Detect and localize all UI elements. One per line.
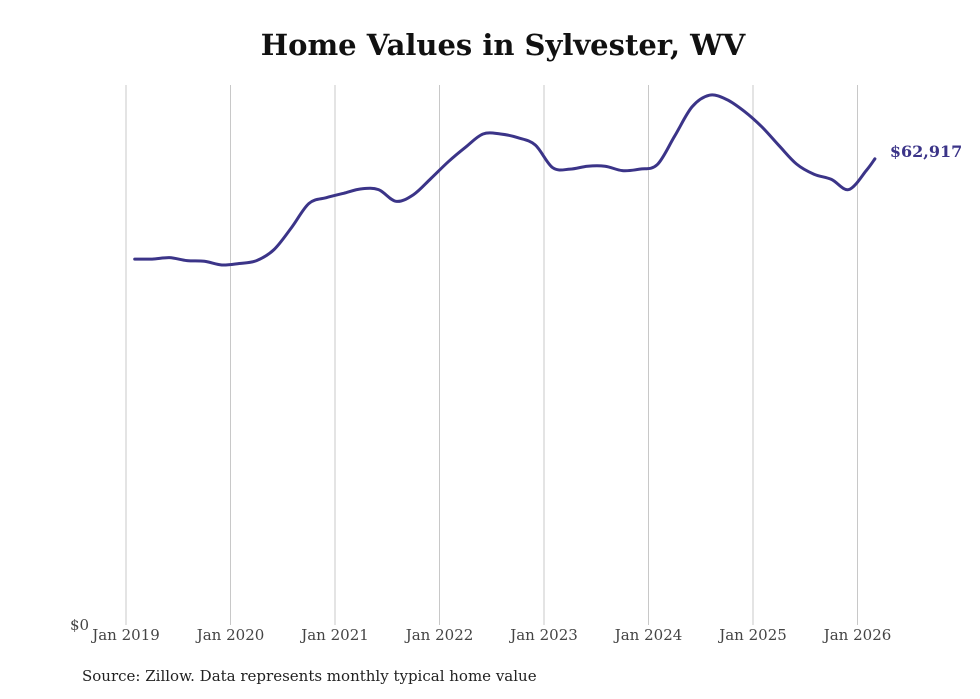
x-tick-labels: Jan 2019 Jan 2020 Jan 2021 Jan 2022 Jan 2023… bbox=[90, 626, 891, 644]
x-tick-label: Jan 2019 bbox=[90, 626, 160, 644]
chart-title: Home Values in Sylvester, WV bbox=[260, 28, 746, 62]
x-tick-label: Jan 2022 bbox=[404, 626, 474, 644]
x-tick-label: Jan 2021 bbox=[299, 626, 369, 644]
x-tick-label: Jan 2020 bbox=[195, 626, 265, 644]
x-tick-label: Jan 2023 bbox=[508, 626, 578, 644]
latest-value-label: $62,917 bbox=[890, 142, 962, 161]
source-note: Source: Zillow. Data represents monthly … bbox=[82, 667, 537, 685]
x-tick-label: Jan 2026 bbox=[822, 626, 892, 644]
home-value-line bbox=[133, 93, 877, 267]
y-axis-label-zero: $0 bbox=[70, 616, 89, 634]
gridlines bbox=[125, 85, 858, 625]
x-tick-label: Jan 2025 bbox=[717, 626, 787, 644]
x-tick-label: Jan 2024 bbox=[613, 626, 683, 644]
